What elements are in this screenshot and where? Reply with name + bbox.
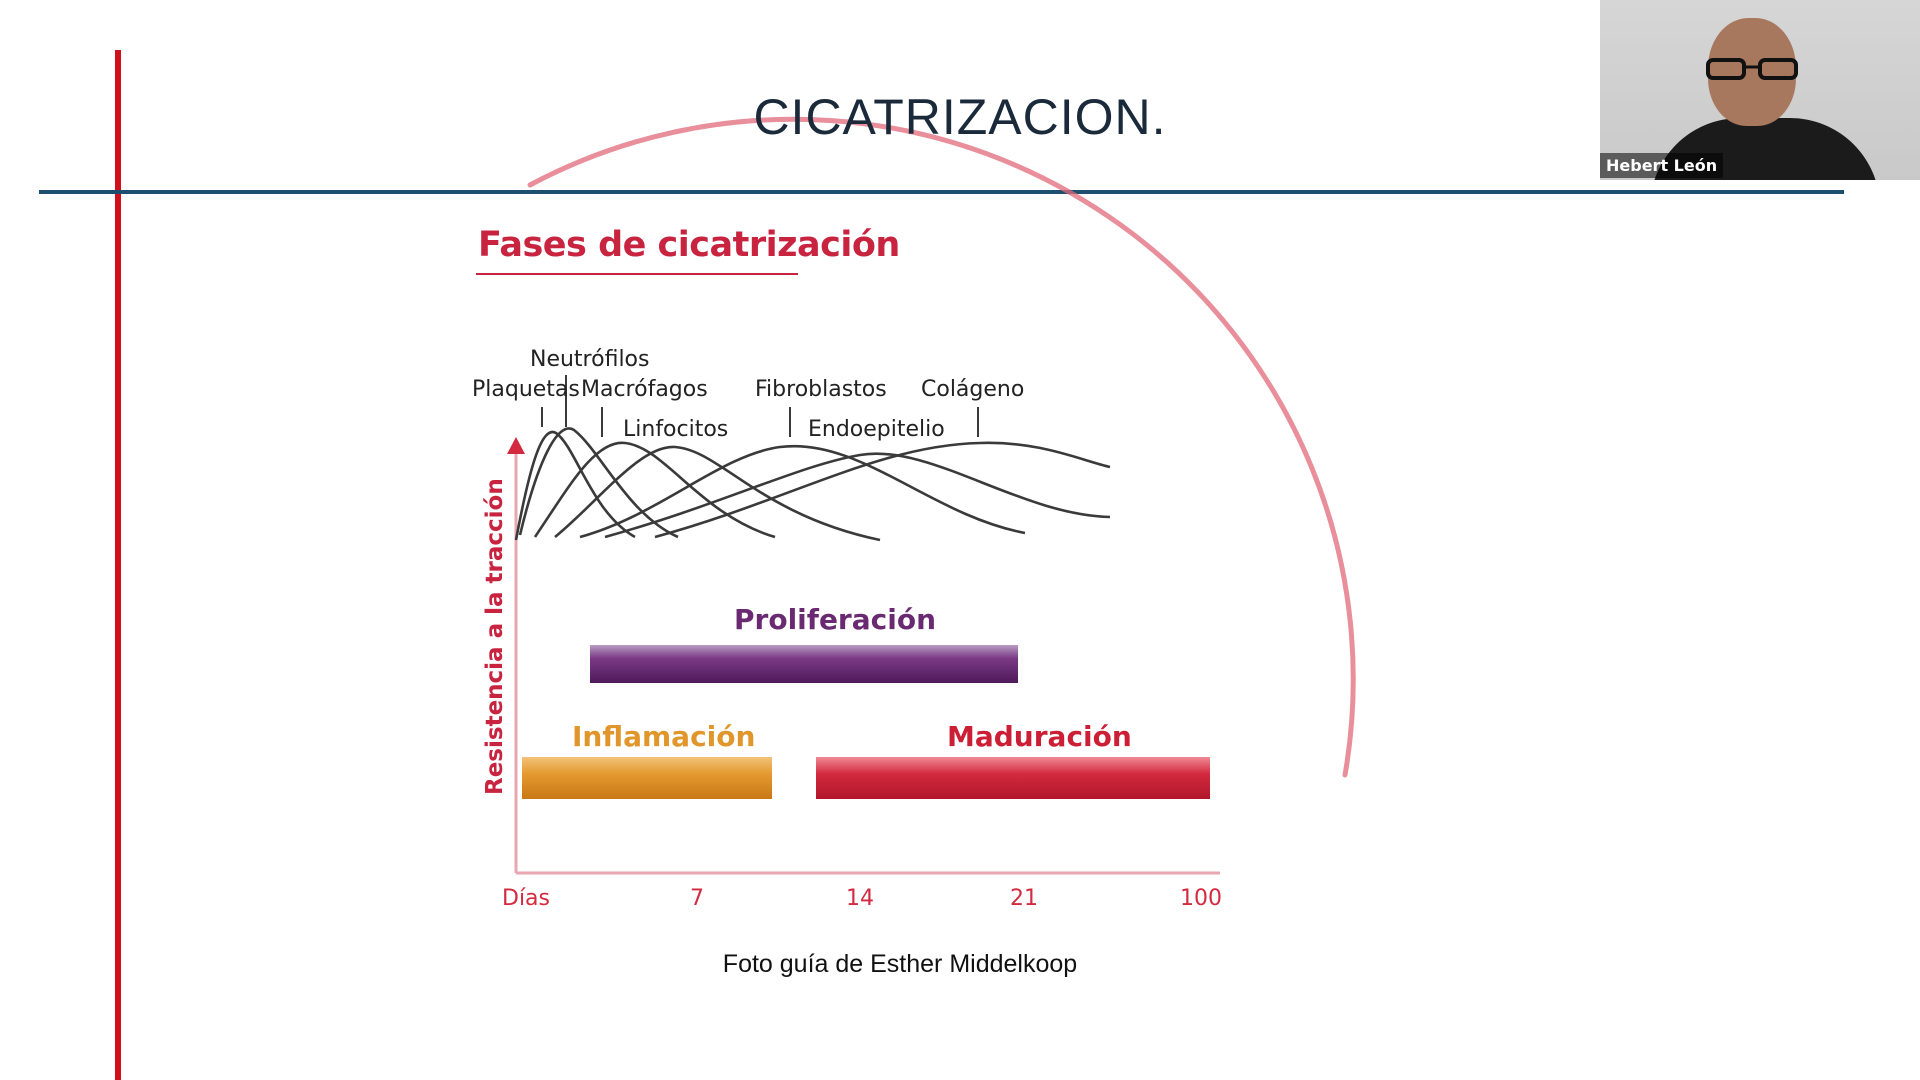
label-plaquetas: Plaquetas [472,377,580,402]
x-tick-7: 7 [690,886,704,911]
label-inflamacion: Inflamación [572,720,755,753]
y-axis-arrow [507,437,525,454]
x-tick-100: 100 [1180,886,1222,911]
curve-fibroblastos [579,444,1026,539]
bar-inflamacion [522,757,772,799]
curve-endoepitelio [604,452,1111,539]
curve-linfocitos [554,445,881,542]
label-leaders [541,375,979,437]
figure-caption: Foto guía de Esther Middelkoop [722,950,1078,978]
label-fibroblastos: Fibroblastos [755,377,887,402]
healing-phases-figure: Fases de cicatrización [460,215,1260,935]
curve-macrofagos [533,441,776,539]
x-tick-21: 21 [1010,886,1038,911]
healing-phases-diagram: Neutrófilos Plaquetas Macrófagos Linfoci… [472,347,1222,911]
participant-head [1708,18,1796,126]
label-macrofagos: Macrófagos [581,377,708,402]
label-linfocitos: Linfocitos [623,417,728,442]
slide-title: CICATRIZACION. [753,89,1167,145]
curve-neutrofilos [518,427,679,539]
x-tick-dias: Días [502,886,550,911]
figure-title-underline [476,273,798,275]
cell-curves [514,427,1111,542]
y-axis-label: Resistencia a la tracción [482,478,508,795]
glasses-icon [1706,58,1798,80]
label-endoepitelio: Endoepitelio [808,417,945,442]
label-neutrofilos: Neutrófilos [530,347,649,372]
participant-name-label: Hebert León [1600,153,1724,178]
curve-plaquetas [514,430,636,541]
bar-proliferacion [590,645,1018,683]
x-tick-14: 14 [846,886,874,911]
label-maduracion: Maduración [947,720,1132,753]
bar-maduracion [816,757,1210,799]
label-colageno: Colágeno [921,377,1024,402]
webcam-video-tile[interactable]: Hebert León [1600,0,1920,180]
label-proliferacion: Proliferación [734,603,936,636]
curve-colageno [654,441,1111,539]
figure-title: Fases de cicatrización [478,225,900,265]
slide-red-vertical-line [115,50,121,1080]
slide-blue-divider [39,190,1844,194]
